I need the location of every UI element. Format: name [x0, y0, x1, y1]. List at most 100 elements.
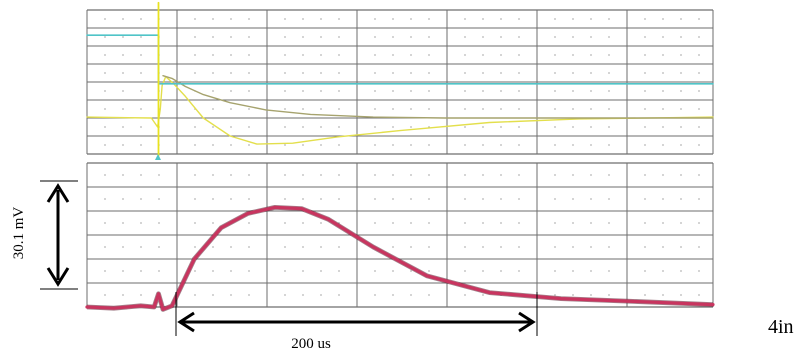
- grid-dot: [590, 144, 592, 146]
- grid-dot: [662, 174, 664, 176]
- grid-dot: [644, 198, 646, 200]
- grid-dot: [662, 72, 664, 74]
- grid-dot: [320, 246, 322, 248]
- grid-dot: [698, 108, 700, 110]
- grid-dot: [518, 126, 520, 128]
- grid-dot: [482, 18, 484, 20]
- duration-annotation: 200 us: [175, 292, 538, 352]
- grid-dot: [500, 18, 502, 20]
- grid-dot: [320, 270, 322, 272]
- grid-dot: [374, 294, 376, 296]
- grid-dot: [248, 222, 250, 224]
- grid-dot: [194, 54, 196, 56]
- grid-dot: [590, 246, 592, 248]
- grid-dot: [428, 108, 430, 110]
- lower-traces: [85, 205, 715, 312]
- grid-dot: [590, 18, 592, 20]
- grid-dot: [320, 54, 322, 56]
- grid-dot: [374, 222, 376, 224]
- grid-dot: [572, 174, 574, 176]
- grid-dot: [392, 90, 394, 92]
- grid-dot: [572, 198, 574, 200]
- grid-dot: [104, 222, 106, 224]
- grid-dot: [302, 198, 304, 200]
- grid-dot: [482, 126, 484, 128]
- grid-dot: [194, 294, 196, 296]
- grid-dot: [284, 222, 286, 224]
- grid-dot: [392, 222, 394, 224]
- grid-dot: [482, 270, 484, 272]
- grid-dot: [644, 72, 646, 74]
- grid-dot: [500, 54, 502, 56]
- grid-dot: [374, 18, 376, 20]
- grid-dot: [500, 270, 502, 272]
- grid-dot: [248, 108, 250, 110]
- grid-dot: [644, 36, 646, 38]
- grid-dot: [698, 270, 700, 272]
- grid-dot: [554, 54, 556, 56]
- grid-dot: [500, 108, 502, 110]
- grid-dot: [248, 174, 250, 176]
- grid-dot: [662, 222, 664, 224]
- grid-dot: [302, 108, 304, 110]
- grid-dot: [518, 144, 520, 146]
- grid-dot: [644, 270, 646, 272]
- grid-dot: [338, 108, 340, 110]
- grid-dot: [572, 246, 574, 248]
- grid-dot: [518, 246, 520, 248]
- grid-dot: [320, 108, 322, 110]
- grid-dot: [338, 198, 340, 200]
- grid-dot: [212, 294, 214, 296]
- grid-dot: [302, 294, 304, 296]
- grid-dot: [284, 54, 286, 56]
- grid-dot: [284, 270, 286, 272]
- grid-dot: [482, 90, 484, 92]
- grid-dot: [482, 246, 484, 248]
- grid-dot: [122, 18, 124, 20]
- grid-dot: [104, 270, 106, 272]
- grid-dot: [572, 294, 574, 296]
- grid-dot: [500, 72, 502, 74]
- grid-dot: [608, 144, 610, 146]
- grid-dot: [410, 126, 412, 128]
- grid-dot: [212, 18, 214, 20]
- grid-dot: [590, 222, 592, 224]
- duration-arrow-left-icon: [177, 311, 195, 333]
- grid-dot: [194, 222, 196, 224]
- grid-dot: [572, 126, 574, 128]
- grid-dot: [140, 108, 142, 110]
- grid-dot: [554, 90, 556, 92]
- grid-dot: [464, 90, 466, 92]
- grid-dot: [518, 198, 520, 200]
- grid-dot: [680, 90, 682, 92]
- grid-dot: [428, 222, 430, 224]
- grid-dot: [248, 36, 250, 38]
- grid-dot: [194, 72, 196, 74]
- grid-dot: [680, 174, 682, 176]
- grid-dot: [392, 294, 394, 296]
- grid-dot: [572, 36, 574, 38]
- grid-dot: [464, 174, 466, 176]
- grid-dot: [698, 126, 700, 128]
- grid-dot: [608, 270, 610, 272]
- grid-dot: [698, 222, 700, 224]
- amplitude-label: 30.1 mV: [11, 207, 27, 260]
- grid-dot: [410, 246, 412, 248]
- grid-dot: [500, 246, 502, 248]
- grid-dot: [104, 126, 106, 128]
- grid-dot: [608, 246, 610, 248]
- grid-dot: [608, 126, 610, 128]
- grid-dot: [698, 246, 700, 248]
- grid-dot: [374, 144, 376, 146]
- grid-dot: [554, 270, 556, 272]
- grid-dot: [230, 246, 232, 248]
- amplitude-arrow-down-icon: [46, 267, 70, 287]
- grid-dot: [662, 246, 664, 248]
- grid-dot: [428, 144, 430, 146]
- grid-dot: [230, 108, 232, 110]
- grid-dot: [662, 54, 664, 56]
- grid-dot: [374, 90, 376, 92]
- grid-dot: [122, 72, 124, 74]
- grid-dot: [572, 18, 574, 20]
- grid-dot: [392, 54, 394, 56]
